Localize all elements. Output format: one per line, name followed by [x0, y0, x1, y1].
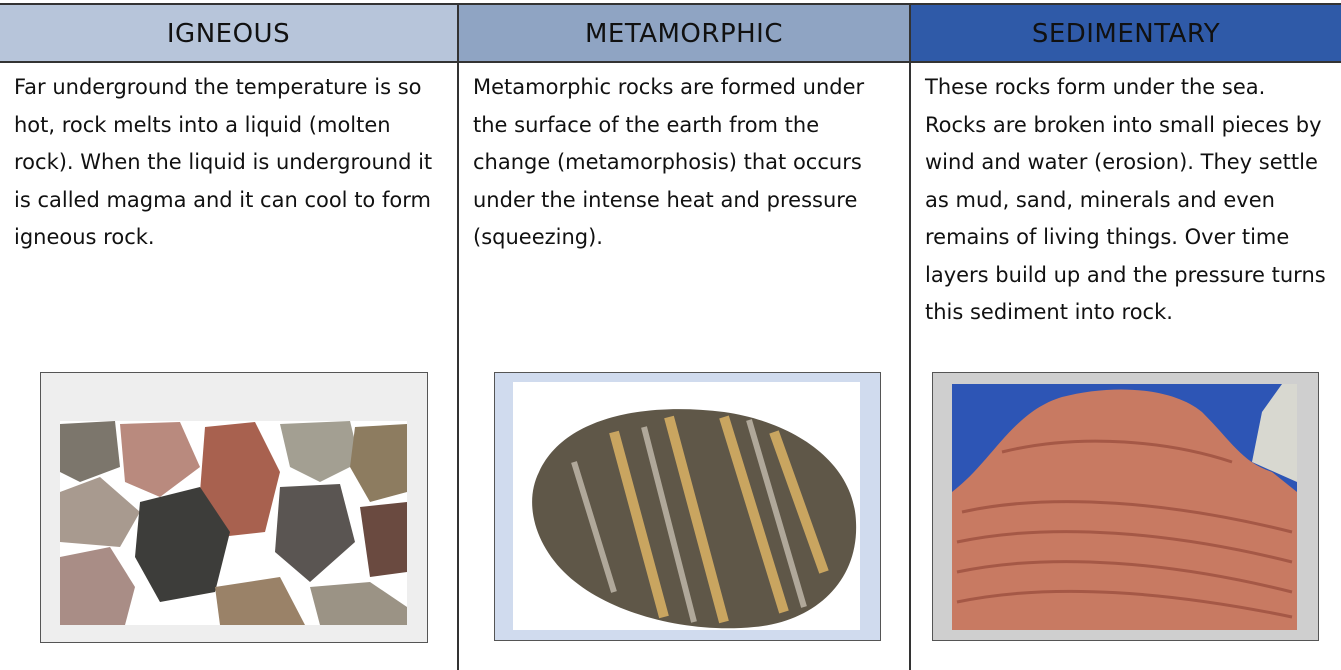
- header: METAMORPHIC: [459, 3, 909, 63]
- header: SEDIMENTARY: [911, 3, 1341, 63]
- cell-text: These rocks form under the sea. Rocks ar…: [911, 63, 1341, 332]
- cell-text: Metamorphic rocks are formed under the s…: [459, 63, 909, 257]
- column: IGNEOUS Far underground the temperature …: [0, 3, 457, 670]
- header: IGNEOUS: [0, 3, 457, 63]
- column: SEDIMENTARY These rocks form under the s…: [909, 3, 1341, 670]
- rock-image: [932, 372, 1320, 644]
- page: IGNEOUS Far underground the temperature …: [0, 0, 1341, 670]
- cell-text: Far underground the temperature is so ho…: [0, 63, 457, 257]
- column: METAMORPHIC Metamorphic rocks are formed…: [457, 3, 909, 670]
- rock-image: [494, 372, 882, 644]
- rock-image: [40, 372, 428, 644]
